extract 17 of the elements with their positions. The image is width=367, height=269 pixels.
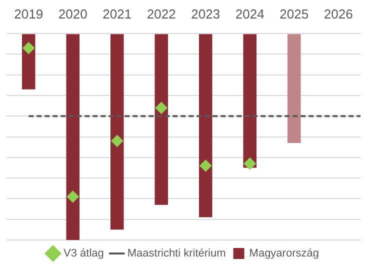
point — [200, 160, 212, 172]
point — [155, 102, 168, 114]
x-tick-label: 2023 — [191, 6, 220, 22]
point — [22, 42, 35, 54]
x-tick-label: 2019 — [14, 6, 44, 22]
legend-label: Maastrichti kritérium — [127, 248, 226, 260]
x-tick-label: 2022 — [146, 6, 176, 22]
x-tick-label: 2020 — [58, 6, 88, 22]
x-tick-label: 2024 — [235, 6, 264, 22]
point — [66, 190, 79, 203]
point — [244, 158, 256, 170]
legend-label: V3 átlag — [64, 248, 104, 260]
x-tick-label: 2025 — [280, 6, 309, 22]
legend-label: Magyarország — [249, 248, 319, 260]
point — [111, 134, 124, 147]
x-tick-label: 2026 — [324, 6, 353, 22]
x-tick-label: 2021 — [102, 6, 132, 22]
